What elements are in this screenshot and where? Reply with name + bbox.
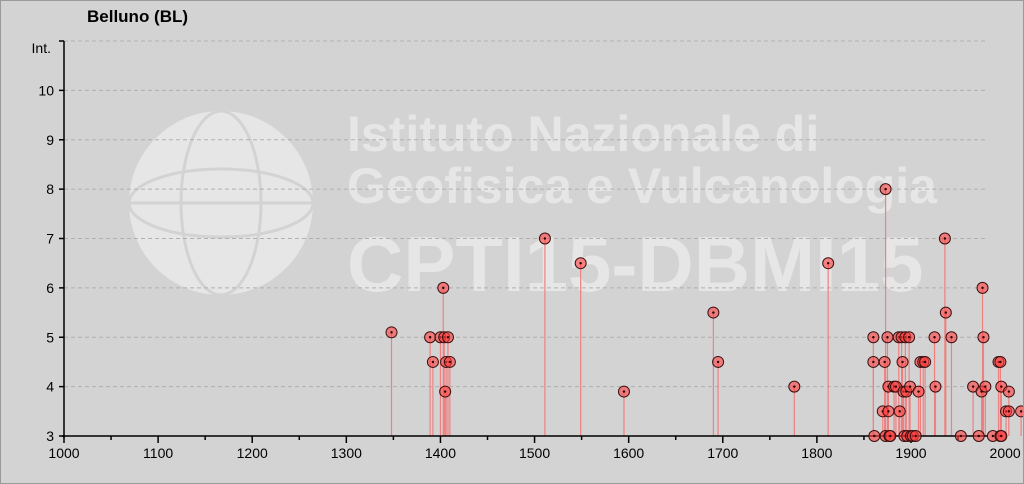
data-point-center (1007, 410, 1011, 413)
watermark-line-2: Geofisica e Vulcanologia (347, 158, 938, 214)
x-tick-label: 1000 (48, 445, 79, 461)
watermark: Istituto Nazionale di Geofisica e Vulcan… (127, 106, 938, 308)
data-point-center (443, 390, 447, 393)
globe-logo-icon (129, 111, 313, 295)
chart-title: Belluno (BL) (87, 7, 188, 26)
data-point-center (907, 336, 911, 339)
data-point-center (923, 360, 927, 364)
data-point-center (446, 336, 450, 339)
data-point-center (428, 336, 432, 339)
data-point-center (431, 360, 435, 364)
data-point-center (981, 286, 984, 290)
data-point-center (873, 434, 876, 438)
x-tick-label: 1900 (895, 445, 926, 461)
x-tick-label: 1400 (425, 445, 456, 461)
data-point-center (793, 385, 796, 388)
data-point-center (448, 360, 452, 364)
globe-lines-icon (127, 109, 315, 297)
x-tick-label: 1600 (613, 445, 644, 461)
data-point-center (901, 360, 904, 364)
data-point-center (1000, 434, 1003, 438)
data-point-center (712, 311, 715, 314)
axes (59, 40, 988, 438)
y-tick-label: 3 (46, 428, 54, 444)
y-ticks: 3 4 5 6 7 8 9 10 (38, 82, 64, 444)
data-point-center (898, 410, 901, 413)
watermark-line-3: CPTI15-DBMI15 (347, 220, 923, 308)
x-tick-label: 1700 (707, 445, 738, 461)
data-point-center (1007, 390, 1011, 393)
data-point-center (1000, 385, 1003, 388)
y-tick-label: 8 (46, 181, 54, 197)
data-point-center (1019, 410, 1023, 413)
y-tick-label: 5 (46, 329, 54, 345)
x-tick-label: 1200 (237, 445, 268, 461)
data-point-center (999, 360, 1002, 364)
data-point-center (579, 261, 582, 265)
data-point-center (716, 360, 720, 364)
y-tick-label: 7 (46, 231, 54, 247)
data-points (385, 183, 1023, 442)
data-point-center (826, 261, 830, 265)
data-point-center (872, 360, 875, 364)
data-point-center (622, 390, 626, 393)
y-tick-label: 6 (46, 280, 54, 296)
y-tick-label: 10 (38, 82, 54, 98)
data-point-center (943, 237, 947, 240)
data-point-center (442, 286, 445, 290)
data-point-center (886, 336, 889, 339)
data-point-center (977, 434, 980, 438)
data-point-center (984, 385, 987, 388)
data-point-center (872, 336, 875, 339)
data-point-center (894, 385, 898, 388)
data-point-center (883, 360, 886, 364)
data-point-center (933, 336, 936, 339)
data-point-center (887, 410, 890, 413)
x-tick-label: 2000 (990, 445, 1021, 461)
data-point-center (914, 434, 917, 438)
y-tick-label: 4 (46, 379, 54, 395)
data-point-center (950, 336, 953, 339)
y-tick-label: 9 (46, 132, 54, 148)
x-tick-label: 1300 (331, 445, 362, 461)
data-point (1015, 405, 1023, 418)
watermark-line-1: Istituto Nazionale di (347, 106, 819, 162)
data-point-center (390, 331, 393, 334)
data-point-center (982, 336, 985, 339)
y-axis-label: Int. (32, 40, 51, 56)
data-point-center (959, 434, 963, 438)
data-point-center (543, 237, 547, 240)
data-point-center (917, 390, 920, 393)
data-point-center (944, 311, 948, 314)
data-point-center (934, 385, 937, 388)
data-point-center (991, 434, 995, 438)
x-ticks: 1000 1100 1200 1300 1400 1500 1600 1700 1800 1900… (48, 436, 1021, 461)
data-point-center (889, 434, 892, 438)
x-tick-label: 1100 (143, 445, 173, 461)
data-point-center (884, 187, 887, 191)
data-point-center (908, 385, 912, 388)
x-tick-label: 1800 (801, 445, 832, 461)
grid-lines (64, 40, 988, 388)
x-tick-label: 1500 (519, 445, 550, 461)
data-point-center (971, 385, 975, 388)
